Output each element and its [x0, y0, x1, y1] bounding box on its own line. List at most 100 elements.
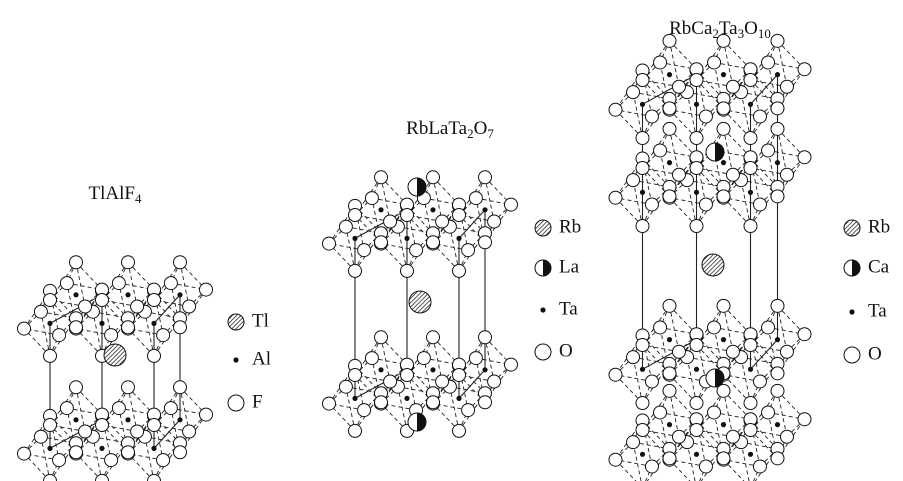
- atom-open: [453, 369, 466, 382]
- atom-open: [479, 236, 492, 249]
- atom-open: [427, 331, 440, 344]
- atom-open: [690, 424, 703, 437]
- atom-half: [706, 369, 724, 387]
- atom-dot: [849, 309, 854, 314]
- atom-open: [375, 171, 388, 184]
- atom-open: [479, 171, 492, 184]
- atom-open: [34, 305, 47, 318]
- legend-label: O: [868, 343, 882, 364]
- bond: [724, 41, 733, 87]
- atom-open: [96, 419, 109, 432]
- atom-open: [365, 192, 378, 205]
- legend-label: Rb: [559, 216, 581, 237]
- atom-dot: [667, 422, 672, 427]
- bond: [724, 306, 733, 352]
- legend-label: O: [559, 340, 573, 361]
- atom-open: [636, 162, 649, 175]
- atom-open: [690, 74, 703, 87]
- atom-open: [401, 369, 414, 382]
- atom-open: [798, 413, 811, 426]
- bond: [670, 391, 679, 437]
- atom-open: [427, 171, 440, 184]
- atom-open: [183, 425, 196, 438]
- atom-open: [349, 264, 362, 277]
- formula-subscript: 10: [758, 26, 771, 41]
- atom-half-fill: [715, 143, 724, 161]
- atom-open: [200, 408, 213, 421]
- atom-dot: [233, 357, 238, 362]
- formula-subscript: 4: [135, 191, 142, 206]
- atom-open: [34, 430, 47, 443]
- legend-label: Ta: [559, 298, 578, 319]
- legend-label: Tl: [252, 310, 269, 331]
- atom-hatched: [844, 220, 860, 236]
- atom-open: [708, 56, 721, 69]
- atom-open: [753, 110, 766, 123]
- atom-open: [627, 174, 640, 187]
- atom-open: [627, 436, 640, 449]
- atom-dot: [748, 190, 753, 195]
- atom-open: [798, 151, 811, 164]
- formula-part: RbCa: [669, 18, 713, 39]
- atom-open: [762, 144, 775, 157]
- atom-open: [479, 396, 492, 409]
- atom-half-fill: [852, 260, 860, 276]
- atom-open: [744, 397, 757, 410]
- atom-open: [645, 375, 658, 388]
- bond: [741, 92, 750, 138]
- formula-part: O: [744, 18, 758, 39]
- atom-open: [148, 474, 161, 481]
- atom-open: [609, 453, 622, 466]
- atom-open: [708, 321, 721, 334]
- atom-dot: [378, 367, 383, 372]
- atom-open: [401, 264, 414, 277]
- atom-dot: [430, 207, 435, 212]
- atom-open: [627, 351, 640, 364]
- atom-open: [636, 74, 649, 87]
- atom-open: [672, 345, 685, 358]
- atom-open: [96, 294, 109, 307]
- atom-open: [112, 277, 125, 290]
- atom-open: [505, 198, 518, 211]
- atom-open: [672, 430, 685, 443]
- atom-dot: [694, 102, 699, 107]
- atom-open: [183, 300, 196, 313]
- atom-open: [753, 375, 766, 388]
- atom-open: [70, 321, 83, 334]
- bond: [778, 391, 787, 437]
- atom-open: [375, 396, 388, 409]
- atom-open: [690, 132, 703, 145]
- atom-open: [798, 328, 811, 341]
- atom-dot: [47, 446, 52, 451]
- atom-open: [654, 406, 667, 419]
- atom-open: [780, 430, 793, 443]
- atom-dot: [456, 396, 461, 401]
- atom-open: [690, 162, 703, 175]
- atom-dot: [721, 160, 726, 165]
- atom-hatched: [409, 291, 431, 313]
- atom-open: [717, 452, 730, 465]
- atom-open: [744, 339, 757, 352]
- atom-open: [79, 300, 92, 313]
- bond: [687, 92, 696, 138]
- octahedral-layer: [18, 381, 213, 481]
- atom-dot: [125, 417, 130, 422]
- bond: [778, 129, 787, 175]
- atom-open: [349, 209, 362, 222]
- atom-dot: [694, 190, 699, 195]
- atom-open: [105, 329, 118, 342]
- atom-open: [663, 384, 676, 397]
- formula: RbCa2Ta3O10: [669, 18, 771, 41]
- atom-open: [726, 345, 739, 358]
- atom-open: [771, 384, 784, 397]
- atom-open: [164, 277, 177, 290]
- atom-open: [771, 367, 784, 380]
- atom-open: [436, 215, 449, 228]
- atom-dot: [47, 321, 52, 326]
- atom-hatched: [702, 254, 724, 276]
- atom-open: [726, 430, 739, 443]
- bond: [687, 357, 696, 403]
- atom-open: [753, 460, 766, 473]
- atom-dot: [721, 72, 726, 77]
- atom-open: [771, 34, 784, 47]
